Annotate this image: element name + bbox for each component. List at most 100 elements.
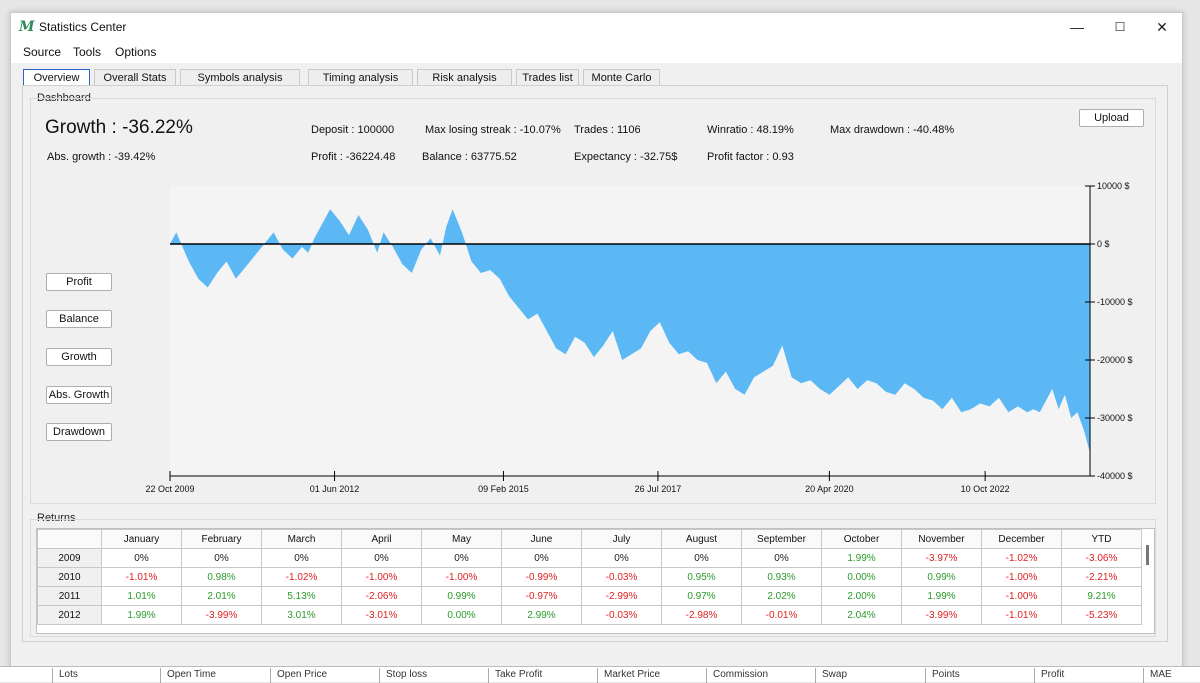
profit-view-button[interactable]: Profit — [46, 273, 112, 291]
profit-stat: Profit : -36224.48 — [311, 151, 396, 163]
return-cell: 0.98% — [181, 567, 262, 587]
returns-col-header: February — [181, 529, 262, 549]
balance-view-button[interactable]: Balance — [46, 310, 112, 328]
returns-col-header: October — [821, 529, 902, 549]
returns-col-header: August — [661, 529, 742, 549]
menu-source[interactable]: Source — [23, 45, 62, 59]
return-cell: 0% — [741, 548, 822, 568]
returns-table-container: January February March April May June July Augu… — [36, 528, 1155, 634]
returns-col-header: December — [981, 529, 1062, 549]
returns-col-header: January — [101, 529, 182, 549]
trades-stat: Trades : 1106 — [574, 124, 641, 136]
return-cell: 0% — [661, 548, 742, 568]
return-cell: 3.01% — [261, 605, 342, 625]
table-row: 2010 -1.01% 0.98% -1.02% -1.00% -1.00% -0.99% -… — [37, 567, 1142, 587]
upload-button[interactable]: Upload — [1079, 109, 1144, 127]
trades-col-header[interactable]: Open Price — [270, 668, 327, 683]
returns-col-header: April — [341, 529, 422, 549]
returns-col-header: May — [421, 529, 502, 549]
menu-options[interactable]: Options — [115, 45, 157, 59]
return-cell: -2.99% — [581, 586, 662, 606]
return-cell: -3.06% — [1061, 548, 1142, 568]
tab-overview[interactable]: Overview — [23, 69, 90, 87]
return-cell: 0% — [501, 548, 582, 568]
growth-view-button[interactable]: Growth — [46, 348, 112, 366]
return-cell: 0.93% — [741, 567, 822, 587]
returns-col-header: July — [581, 529, 662, 549]
return-cell: 9.21% — [1061, 586, 1142, 606]
returns-scrollbar[interactable] — [1146, 545, 1149, 565]
trades-col-header[interactable]: Market Price — [597, 668, 660, 683]
trades-col-header[interactable]: Open Time — [160, 668, 216, 683]
window-title: Statistics Center — [39, 20, 127, 34]
return-cell: 2.00% — [821, 586, 902, 606]
tab-trades-list[interactable]: Trades list — [516, 69, 579, 86]
return-cell: 1.99% — [821, 548, 902, 568]
return-cell: -1.00% — [421, 567, 502, 587]
return-cell: 0.00% — [421, 605, 502, 625]
trades-col-header[interactable]: Stop loss — [379, 668, 427, 683]
return-cell: -3.99% — [901, 605, 982, 625]
drawdown-view-button[interactable]: Drawdown — [46, 423, 112, 441]
maximize-button[interactable]: ☐ — [1114, 20, 1126, 34]
return-cell: 1.99% — [101, 605, 182, 625]
return-cell: 2.01% — [181, 586, 262, 606]
return-cell: -3.01% — [341, 605, 422, 625]
balance-stat: Balance : 63775.52 — [422, 151, 517, 163]
return-cell: 2.04% — [821, 605, 902, 625]
returns-label: Returns — [37, 512, 76, 524]
winratio-stat: Winratio : 48.19% — [707, 124, 794, 136]
return-cell: -1.02% — [261, 567, 342, 587]
returns-group — [30, 519, 1156, 637]
tab-overall-stats[interactable]: Overall Stats — [94, 69, 176, 86]
return-cell: -1.00% — [341, 567, 422, 587]
return-cell: 0.99% — [901, 567, 982, 587]
app-logo-icon: M — [19, 19, 35, 35]
menu-bar: Source Tools Options — [11, 41, 1182, 63]
return-cell: -0.97% — [501, 586, 582, 606]
return-cell: -1.01% — [981, 605, 1062, 625]
year-cell: 2009 — [37, 548, 102, 568]
return-cell: 0% — [421, 548, 502, 568]
return-cell: 0% — [581, 548, 662, 568]
return-cell: -3.97% — [901, 548, 982, 568]
trades-col-header[interactable]: Lots — [52, 668, 78, 683]
growth-value: Growth : -36.22% — [45, 117, 193, 138]
tab-symbols-analysis[interactable]: Symbols analysis — [180, 69, 300, 86]
trades-col-header[interactable]: Commission — [706, 668, 768, 683]
return-cell: -0.03% — [581, 605, 662, 625]
abs-growth-stat: Abs. growth : -39.42% — [47, 151, 156, 163]
return-cell: -2.98% — [661, 605, 742, 625]
return-cell: 0% — [261, 548, 342, 568]
returns-col-header: June — [501, 529, 582, 549]
trades-col-header[interactable]: MAE — [1143, 668, 1172, 683]
return-cell: 0.99% — [421, 586, 502, 606]
abs-growth-view-button[interactable]: Abs. Growth — [46, 386, 112, 404]
return-cell: 0% — [341, 548, 422, 568]
minimize-button[interactable]: — — [1070, 19, 1084, 35]
returns-col-header: November — [901, 529, 982, 549]
table-row: 2012 1.99% -3.99% 3.01% -3.01% 0.00% 2.99% -0.0… — [37, 605, 1142, 625]
return-cell: -0.01% — [741, 605, 822, 625]
close-button[interactable]: ✕ — [1156, 19, 1168, 35]
trades-col-header[interactable]: Points — [925, 668, 960, 683]
return-cell: 0.00% — [821, 567, 902, 587]
trades-header-strip: Lots Open Time Open Price Stop loss Take Pro… — [0, 666, 1200, 683]
trades-col-header[interactable]: Take Profit — [488, 668, 542, 683]
menu-tools[interactable]: Tools — [73, 45, 102, 59]
return-cell: 1.99% — [901, 586, 982, 606]
profit-factor-stat: Profit factor : 0.93 — [707, 151, 794, 163]
return-cell: 1.01% — [101, 586, 182, 606]
return-cell: -1.02% — [981, 548, 1062, 568]
tab-monte-carlo[interactable]: Monte Carlo — [583, 69, 660, 86]
returns-col-header: September — [741, 529, 822, 549]
returns-col-header: YTD — [1061, 529, 1142, 549]
return-cell: 2.99% — [501, 605, 582, 625]
year-cell: 2012 — [37, 605, 102, 625]
expectancy-stat: Expectancy : -32.75$ — [574, 151, 678, 163]
table-row: 2011 1.01% 2.01% 5.13% -2.06% 0.99% -0.97% -2.9… — [37, 586, 1142, 606]
tab-risk-analysis[interactable]: Risk analysis — [417, 69, 512, 86]
tab-timing-analysis[interactable]: Timing analysis — [308, 69, 413, 86]
trades-col-header[interactable]: Swap — [815, 668, 847, 683]
trades-col-header[interactable]: Profit — [1034, 668, 1064, 683]
